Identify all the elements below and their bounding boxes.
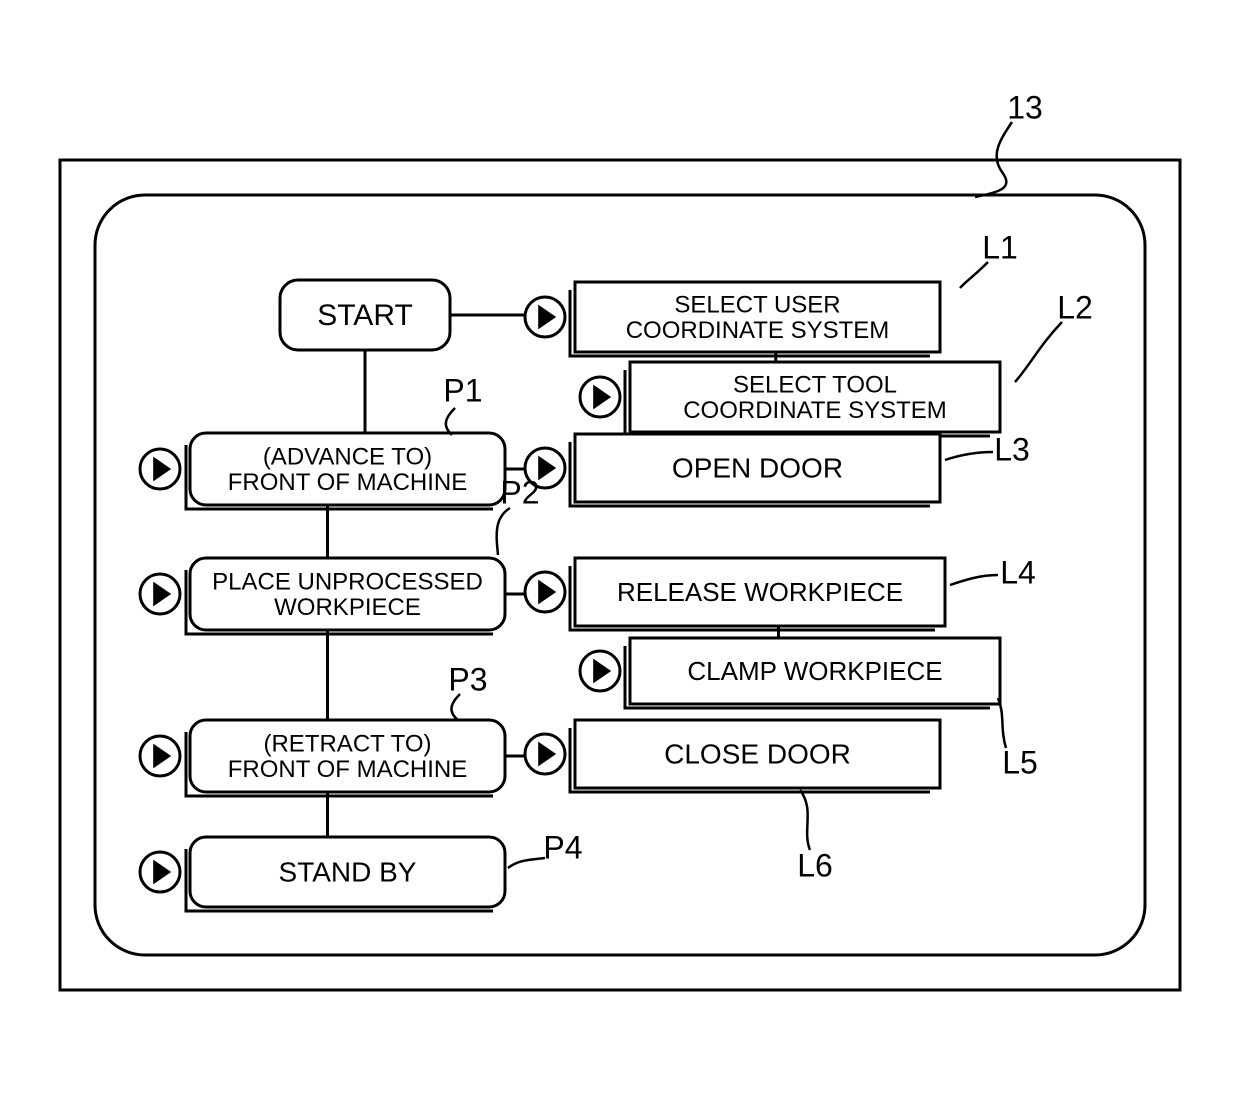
ref-label-L4: L4 [1000,554,1036,590]
l4-label: RELEASE WORKPIECE [617,577,903,607]
start-label: START [317,299,413,332]
p2-label-0: PLACE UNPROCESSED [212,569,483,596]
l5-label: CLAMP WORKPIECE [687,656,942,686]
ref-label-P3: P3 [448,661,487,697]
node-start: START [280,280,450,350]
node-l6: CLOSE DOOR [525,720,940,792]
ref-leader-L4 [950,575,998,585]
node-p4: STAND BY [140,837,505,911]
p1-label-0: (ADVANCE TO) [263,444,432,471]
ref-label-L2: L2 [1057,289,1093,325]
p1-label-1: FRONT OF MACHINE [228,469,468,496]
ref-leader-L1 [960,262,988,288]
ref-leader-P3 [451,694,460,720]
l1-label-1: COORDINATE SYSTEM [626,317,890,344]
ref-label-L3: L3 [994,431,1030,467]
ref-label-L6: L6 [797,847,833,883]
ref-label-L5: L5 [1002,744,1038,780]
ref-label-L1: L1 [982,229,1018,265]
p2-label-1: WORKPIECE [274,594,421,621]
l2-label-0: SELECT TOOL [733,372,897,399]
node-l5: CLAMP WORKPIECE [580,638,1000,708]
p4-label: STAND BY [279,856,417,887]
node-l2: SELECT TOOLCOORDINATE SYSTEM [580,362,1000,436]
ref-leader-L3 [945,452,993,460]
ref-leader-L6 [800,790,810,850]
ref-label-P2: P2 [500,474,539,510]
l6-label: CLOSE DOOR [664,738,851,769]
ref-label-P4: P4 [543,829,582,865]
ref-leader-L2 [1015,322,1062,382]
node-l3: OPEN DOOR [525,434,940,506]
l2-label-1: COORDINATE SYSTEM [683,397,947,424]
node-p3: (RETRACT TO)FRONT OF MACHINE [140,720,505,796]
node-p2: PLACE UNPROCESSEDWORKPIECE [140,558,505,634]
node-l4: RELEASE WORKPIECE [525,558,945,630]
ref-label-13: 13 [1007,89,1043,125]
ref-label-P1: P1 [443,372,482,408]
ref-leader-P2 [497,508,510,555]
p3-label-0: (RETRACT TO) [263,731,431,758]
l1-label-0: SELECT USER [674,292,840,319]
ref-leader-P4 [508,858,545,868]
ref-leader-P1 [446,408,455,435]
ref-leader-L5 [998,698,1006,748]
p3-label-1: FRONT OF MACHINE [228,756,468,783]
l3-label: OPEN DOOR [672,452,843,483]
node-l1: SELECT USERCOORDINATE SYSTEM [525,282,940,356]
node-p1: (ADVANCE TO)FRONT OF MACHINE [140,433,505,509]
